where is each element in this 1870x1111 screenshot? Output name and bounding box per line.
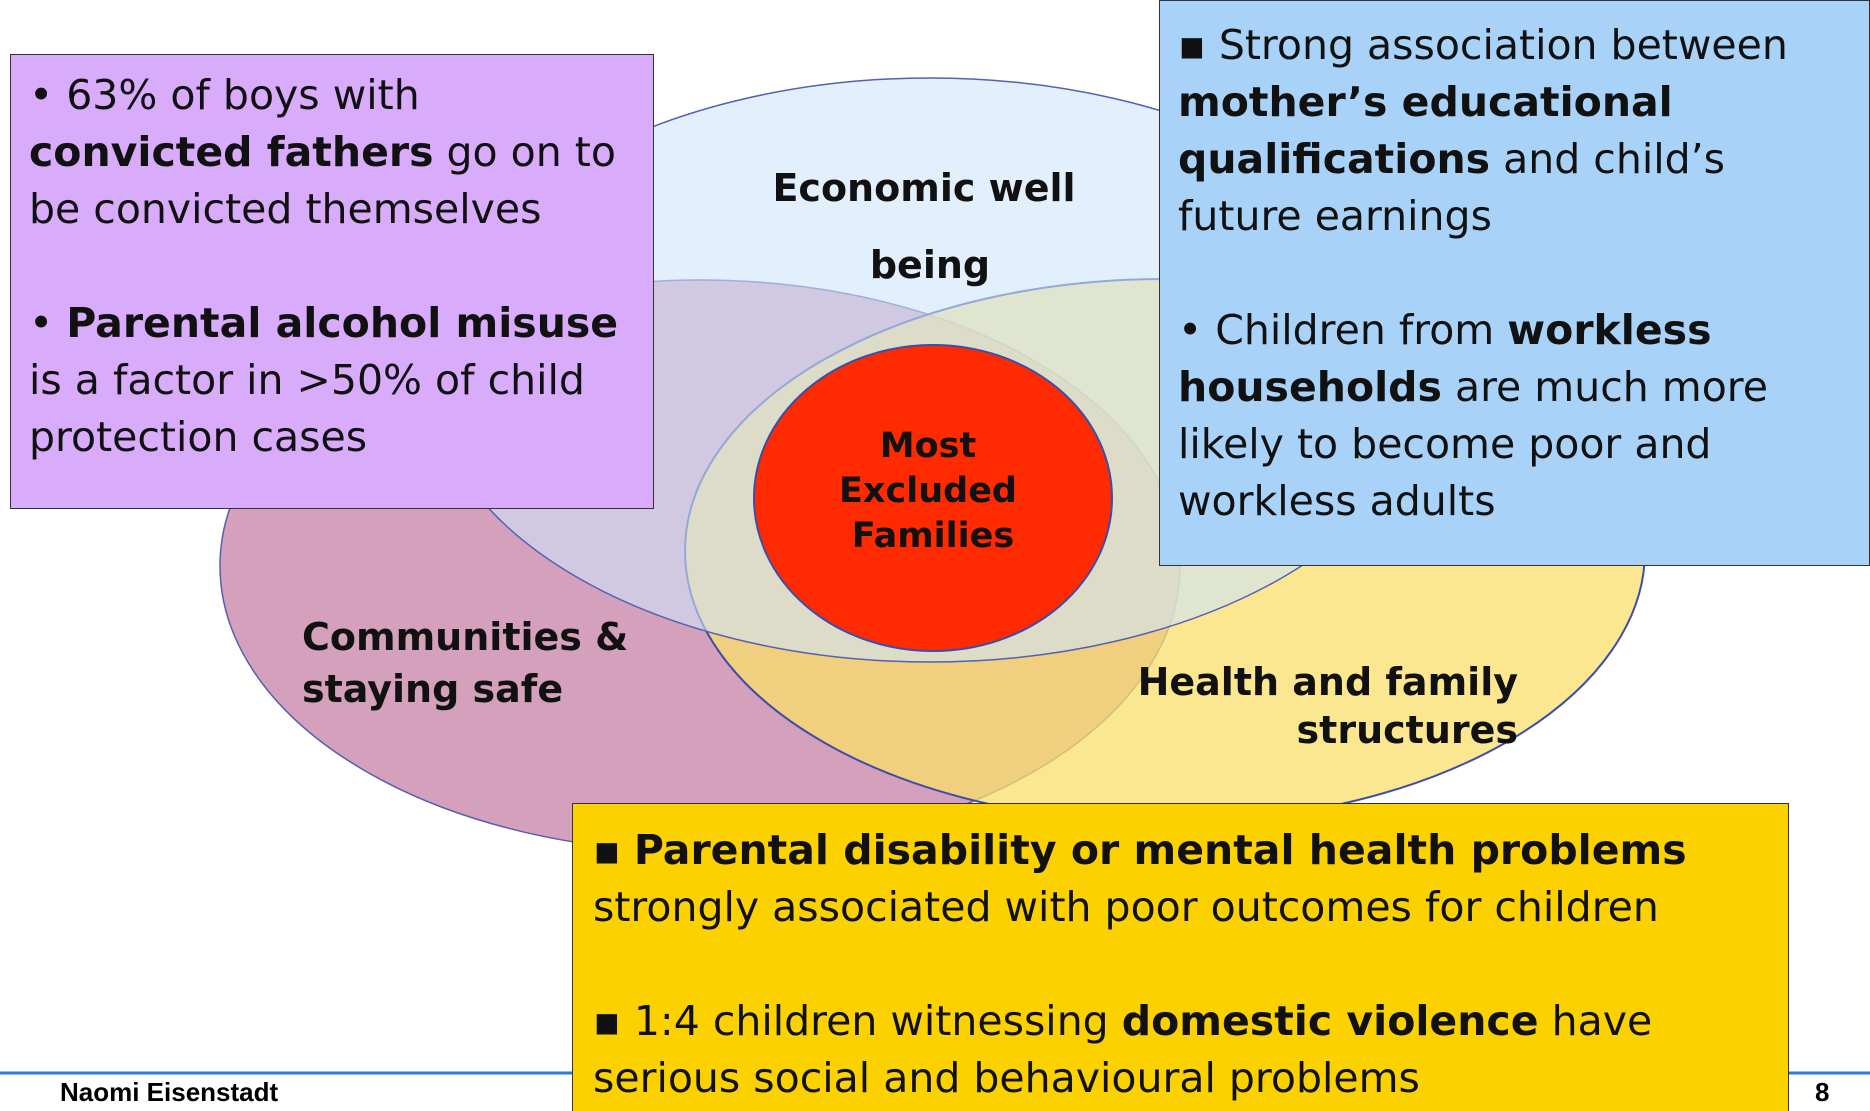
info-box: ▪ Strong association between mother’s ed… — [1159, 0, 1870, 566]
text: and child’s future earnings — [1178, 135, 1726, 240]
footer-author: Naomi Eisenstadt — [60, 1077, 279, 1107]
paragraph: • 63% of boys with convicted fathers go … — [29, 67, 635, 238]
center-label: Most — [880, 426, 976, 466]
text: ▪ 1:4 children witnessing — [593, 997, 1122, 1045]
bold-text: mother’s educational qualifications — [1178, 78, 1673, 183]
center-circle — [753, 344, 1113, 652]
center-label: Excluded — [839, 471, 1017, 511]
bold-text: domestic violence — [1121, 997, 1539, 1045]
text: are much more likely to become poor and … — [1178, 363, 1768, 525]
text: strongly associated with poor outcomes f… — [593, 883, 1659, 931]
text: • Children from — [1178, 306, 1508, 354]
page-number: 8 — [1815, 1077, 1830, 1107]
info-box: ▪ Parental disability or mental health p… — [572, 803, 1789, 1111]
paragraph: ▪ Parental disability or mental health p… — [593, 822, 1768, 936]
circle-label: structures — [1297, 708, 1518, 752]
text: have serious social and behavioural prob… — [593, 997, 1653, 1102]
circle-label: being — [870, 243, 990, 287]
text: ▪ Strong association between — [1178, 21, 1788, 69]
paragraph: ▪ 1:4 children witnessing domestic viole… — [593, 993, 1768, 1107]
bold-text: workless households — [1178, 306, 1712, 411]
paragraph: ▪ Strong association between mother’s ed… — [1178, 17, 1851, 245]
paragraph: • Parental alcohol misuse is a factor in… — [29, 295, 635, 466]
text: is a factor in >50% of child protection … — [29, 356, 585, 461]
circle-label: Communities & — [302, 615, 628, 659]
circle-label: staying safe — [302, 667, 563, 711]
bold-text: convicted fathers — [29, 128, 434, 176]
text: • 63% of boys with — [29, 71, 420, 119]
paragraph: • Children from workless households are … — [1178, 302, 1851, 530]
text: ▪ — [593, 826, 634, 874]
circle-label: Economic well — [772, 166, 1075, 210]
center-label: Families — [852, 516, 1015, 556]
bold-text: Parental disability or mental health pro… — [633, 826, 1687, 874]
text: go on to be convicted themselves — [29, 128, 616, 233]
circle-label: Health and family — [1138, 660, 1519, 704]
text: • — [29, 299, 67, 347]
bold-text: Parental alcohol misuse — [66, 299, 619, 347]
info-box: • 63% of boys with convicted fathers go … — [10, 54, 654, 509]
